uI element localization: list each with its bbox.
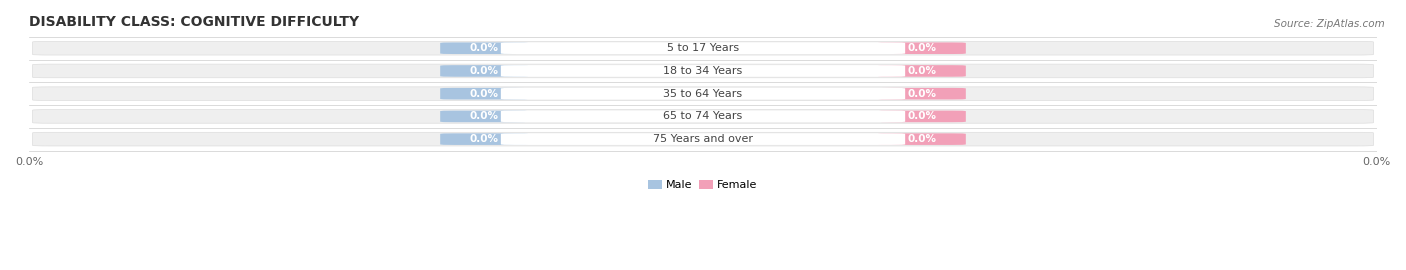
FancyBboxPatch shape xyxy=(879,111,966,122)
FancyBboxPatch shape xyxy=(501,133,905,145)
FancyBboxPatch shape xyxy=(440,88,527,99)
Text: 35 to 64 Years: 35 to 64 Years xyxy=(664,89,742,99)
Text: 0.0%: 0.0% xyxy=(907,112,936,122)
Text: 0.0%: 0.0% xyxy=(470,112,499,122)
FancyBboxPatch shape xyxy=(879,42,966,54)
FancyBboxPatch shape xyxy=(501,65,905,77)
FancyBboxPatch shape xyxy=(440,133,527,145)
Text: 0.0%: 0.0% xyxy=(907,134,936,144)
Legend: Male, Female: Male, Female xyxy=(644,176,762,195)
FancyBboxPatch shape xyxy=(501,88,905,99)
FancyBboxPatch shape xyxy=(32,64,1374,78)
FancyBboxPatch shape xyxy=(501,42,905,54)
FancyBboxPatch shape xyxy=(32,132,1374,146)
FancyBboxPatch shape xyxy=(440,42,527,54)
Text: 5 to 17 Years: 5 to 17 Years xyxy=(666,43,740,53)
Text: 0.0%: 0.0% xyxy=(470,134,499,144)
FancyBboxPatch shape xyxy=(440,111,527,122)
Text: 0.0%: 0.0% xyxy=(470,89,499,99)
Text: 18 to 34 Years: 18 to 34 Years xyxy=(664,66,742,76)
FancyBboxPatch shape xyxy=(879,65,966,77)
Text: Source: ZipAtlas.com: Source: ZipAtlas.com xyxy=(1274,19,1385,29)
Text: 0.0%: 0.0% xyxy=(470,66,499,76)
FancyBboxPatch shape xyxy=(440,65,527,77)
Text: DISABILITY CLASS: COGNITIVE DIFFICULTY: DISABILITY CLASS: COGNITIVE DIFFICULTY xyxy=(30,15,360,29)
FancyBboxPatch shape xyxy=(32,110,1374,123)
FancyBboxPatch shape xyxy=(32,41,1374,55)
FancyBboxPatch shape xyxy=(879,133,966,145)
FancyBboxPatch shape xyxy=(32,87,1374,100)
Text: 0.0%: 0.0% xyxy=(907,43,936,53)
Text: 0.0%: 0.0% xyxy=(470,43,499,53)
Text: 0.0%: 0.0% xyxy=(907,66,936,76)
FancyBboxPatch shape xyxy=(879,88,966,99)
Text: 75 Years and over: 75 Years and over xyxy=(652,134,754,144)
Text: 0.0%: 0.0% xyxy=(907,89,936,99)
Text: 65 to 74 Years: 65 to 74 Years xyxy=(664,112,742,122)
FancyBboxPatch shape xyxy=(501,111,905,122)
